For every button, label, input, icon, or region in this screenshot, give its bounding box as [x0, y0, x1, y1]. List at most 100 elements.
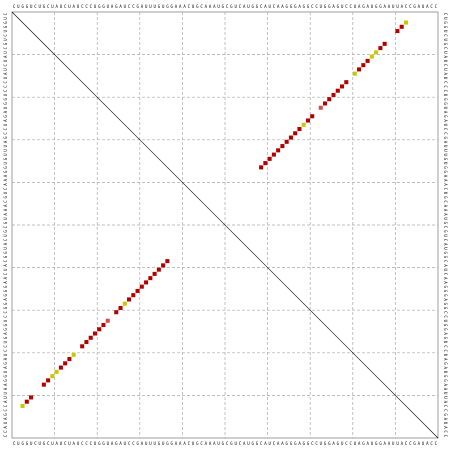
sequence-letter: G	[115, 4, 118, 9]
sequence-letter: G	[303, 441, 306, 446]
pair-dot	[395, 29, 400, 34]
sequence-letter: A	[3, 72, 8, 75]
pair-dot	[41, 382, 46, 387]
pair-dot	[374, 50, 379, 55]
sequence-letter: U	[3, 161, 8, 164]
sequence-letter: G	[3, 21, 8, 24]
sequence-letter: U	[3, 38, 8, 41]
sequence-letter: G	[3, 379, 8, 382]
sequence-letter: A	[426, 4, 429, 9]
sequence-letter: U	[38, 4, 41, 9]
sequence-letter: A	[443, 388, 448, 391]
pair-dot	[101, 322, 106, 328]
pair-dot	[327, 97, 332, 102]
sequence-letter: U	[247, 441, 250, 446]
sequence-letter: U	[422, 441, 425, 446]
sequence-letter: C	[443, 405, 448, 408]
sequence-letter: G	[3, 170, 8, 173]
sequence-letter: A	[443, 175, 448, 178]
sequence-letter: C	[311, 4, 314, 9]
sequence-letter: A	[209, 441, 212, 446]
pair-dot	[318, 105, 323, 110]
sequence-letter: A	[332, 441, 335, 446]
sequence-letter: A	[3, 242, 8, 245]
sequence-letter: C	[3, 272, 8, 275]
sequence-letter: C	[443, 345, 448, 348]
pair-dot	[310, 114, 315, 119]
sequence-letter: U	[422, 4, 425, 9]
main-diagonal	[11, 11, 439, 439]
sequence-letter: U	[30, 441, 33, 446]
sequence-letter: U	[443, 192, 448, 195]
sequence-letter: G	[379, 441, 382, 446]
sequence-letter: A	[443, 384, 448, 387]
sequence-letter: G	[196, 4, 199, 9]
sequence-letter: U	[107, 441, 110, 446]
sequence-letter: C	[345, 441, 348, 446]
sequence-letter: G	[443, 324, 448, 327]
sequence-letter: A	[384, 4, 387, 9]
sequence-letter: C	[13, 441, 16, 446]
sequence-letter: A	[209, 4, 212, 9]
sequence-letter: U	[320, 441, 323, 446]
sequence-letter: C	[3, 349, 8, 352]
sequence-letter: A	[277, 441, 280, 446]
sequence-letter: C	[443, 64, 448, 67]
sequence-letter: C	[405, 441, 408, 446]
sequence-letter: C	[443, 273, 448, 276]
sequence-letter: A	[298, 4, 301, 9]
pair-dot	[84, 340, 89, 345]
sequence-letter: U	[3, 153, 8, 156]
sequence-letter: C	[273, 4, 276, 9]
sequence-letter: U	[3, 421, 8, 424]
sequence-letter: G	[222, 4, 225, 9]
sequence-letter: G	[443, 158, 448, 161]
pair-dot	[276, 148, 281, 153]
sequence-letter: C	[345, 4, 348, 9]
sequence-letter: G	[443, 251, 448, 254]
sequence-letter: A	[401, 441, 404, 446]
sequence-letter: G	[3, 102, 8, 105]
pair-dot	[399, 24, 404, 29]
sequence-letter: A	[213, 441, 216, 446]
pair-dot	[92, 331, 97, 336]
sequence-letter: G	[26, 441, 29, 446]
sequence-letter: A	[281, 441, 284, 446]
pair-dot	[378, 46, 383, 51]
sequence-letter: U	[3, 353, 8, 356]
pair-dot	[161, 263, 166, 268]
sequence-letter: A	[73, 441, 76, 446]
sequence-letter: G	[3, 289, 8, 292]
sequence-letter: A	[3, 204, 8, 207]
sequence-letter: G	[251, 4, 254, 9]
sequence-letter: A	[175, 441, 178, 446]
sequence-letter: U	[443, 38, 448, 41]
sequence-letter: A	[443, 179, 448, 182]
sequence-letter: G	[3, 285, 8, 288]
sequence-letter: A	[3, 140, 8, 143]
sequence-letter: G	[256, 4, 259, 9]
sequence-letter: U	[354, 441, 357, 446]
sequence-letter: A	[3, 387, 8, 390]
sequence-letter: C	[443, 90, 448, 93]
sequence-letter: U	[124, 441, 127, 446]
sequence-letter: U	[94, 4, 97, 9]
pair-dot	[267, 156, 272, 161]
sequence-letter: G	[3, 336, 8, 339]
sequence-letter: G	[362, 4, 365, 9]
sequence-letter: G	[443, 362, 448, 365]
pair-dot	[344, 80, 349, 85]
pair-dot	[71, 352, 76, 357]
sequence-letter: U	[149, 4, 152, 9]
sequence-letter: A	[183, 441, 186, 446]
sequence-letter: U	[443, 341, 448, 344]
sequence-letter: U	[443, 68, 448, 71]
sequence-letter: C	[3, 132, 8, 135]
sequence-letter: G	[196, 441, 199, 446]
sequence-letter: G	[324, 441, 327, 446]
pair-dot	[369, 54, 374, 59]
sequence-letter: A	[3, 119, 8, 122]
sequence-letter: C	[64, 441, 67, 446]
sequence-letter: C	[409, 4, 412, 9]
